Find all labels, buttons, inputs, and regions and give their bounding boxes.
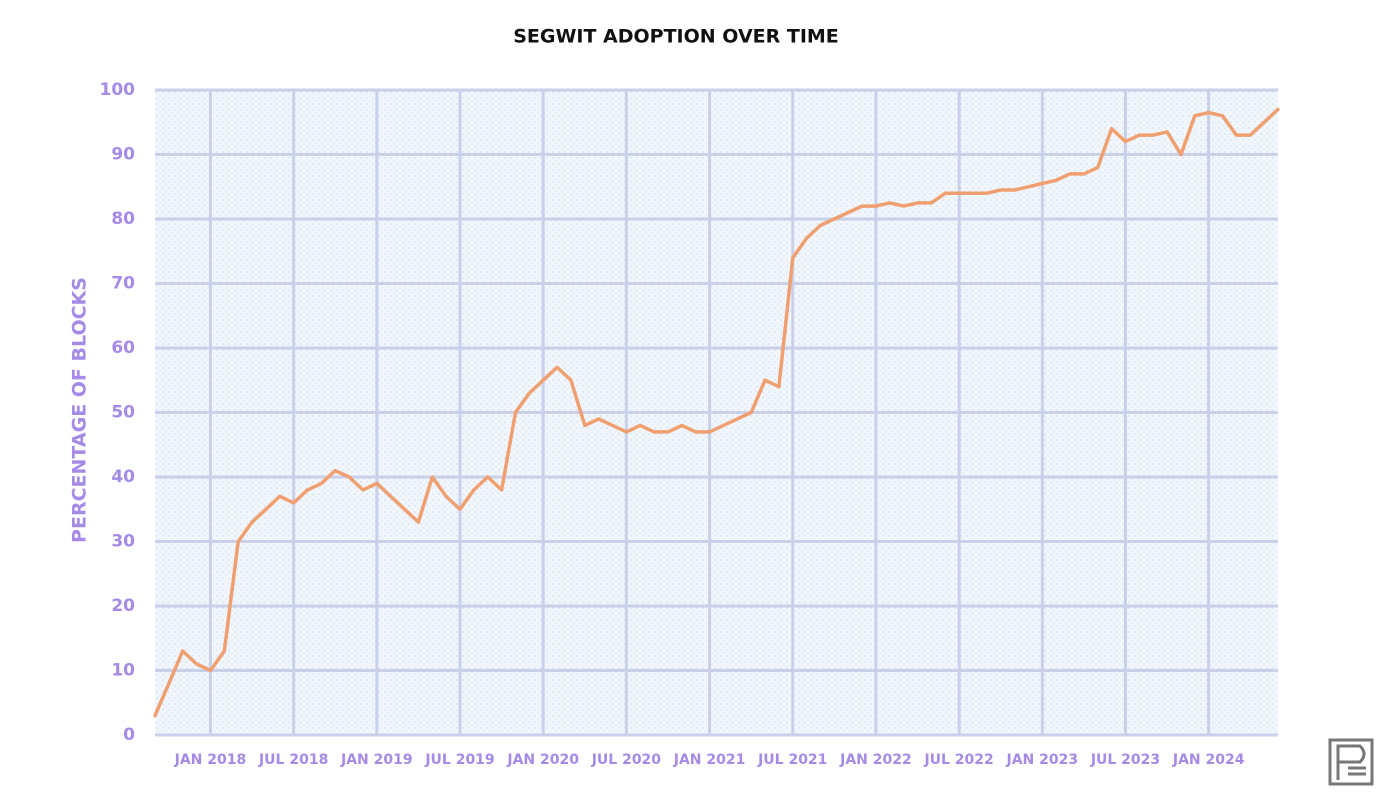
y-tick-label: 90: [111, 145, 135, 165]
x-tick-label: JAN 2020: [506, 752, 579, 768]
y-tick-label: 0: [123, 725, 135, 745]
y-tick-label: 80: [111, 209, 135, 229]
x-tick-label: JUL 2018: [258, 752, 328, 768]
x-tick-label: JUL 2021: [757, 752, 827, 768]
y-tick-label: 30: [111, 532, 135, 552]
y-tick-label: 70: [111, 274, 135, 294]
chart-title: SEGWIT ADOPTION OVER TIME: [513, 26, 839, 48]
y-tick-label: 20: [111, 596, 135, 616]
x-tick-label: JAN 2021: [673, 752, 746, 768]
x-tick-label: JUL 2023: [1090, 752, 1160, 768]
y-tick-label: 60: [111, 338, 135, 358]
x-tick-label: JAN 2018: [174, 752, 247, 768]
y-tick-label: 50: [111, 403, 135, 423]
x-tick-label: JUL 2020: [591, 752, 662, 768]
series-line: [153, 107, 1280, 718]
x-tick-label: JAN 2019: [340, 752, 413, 768]
x-tick-label: JAN 2024: [1172, 752, 1245, 768]
y-tick-label: 10: [111, 661, 135, 681]
x-tick-label: JAN 2023: [1006, 752, 1079, 768]
x-tick-label: JUL 2019: [424, 752, 494, 768]
y-axis-label: PERCENTAGE OF BLOCKS: [69, 277, 91, 543]
x-tick-label: JUL 2022: [923, 752, 993, 768]
y-tick-label: 40: [111, 467, 135, 487]
x-tick-label: JAN 2022: [839, 752, 912, 768]
y-tick-label: 100: [100, 80, 136, 100]
logo: [1328, 738, 1374, 786]
